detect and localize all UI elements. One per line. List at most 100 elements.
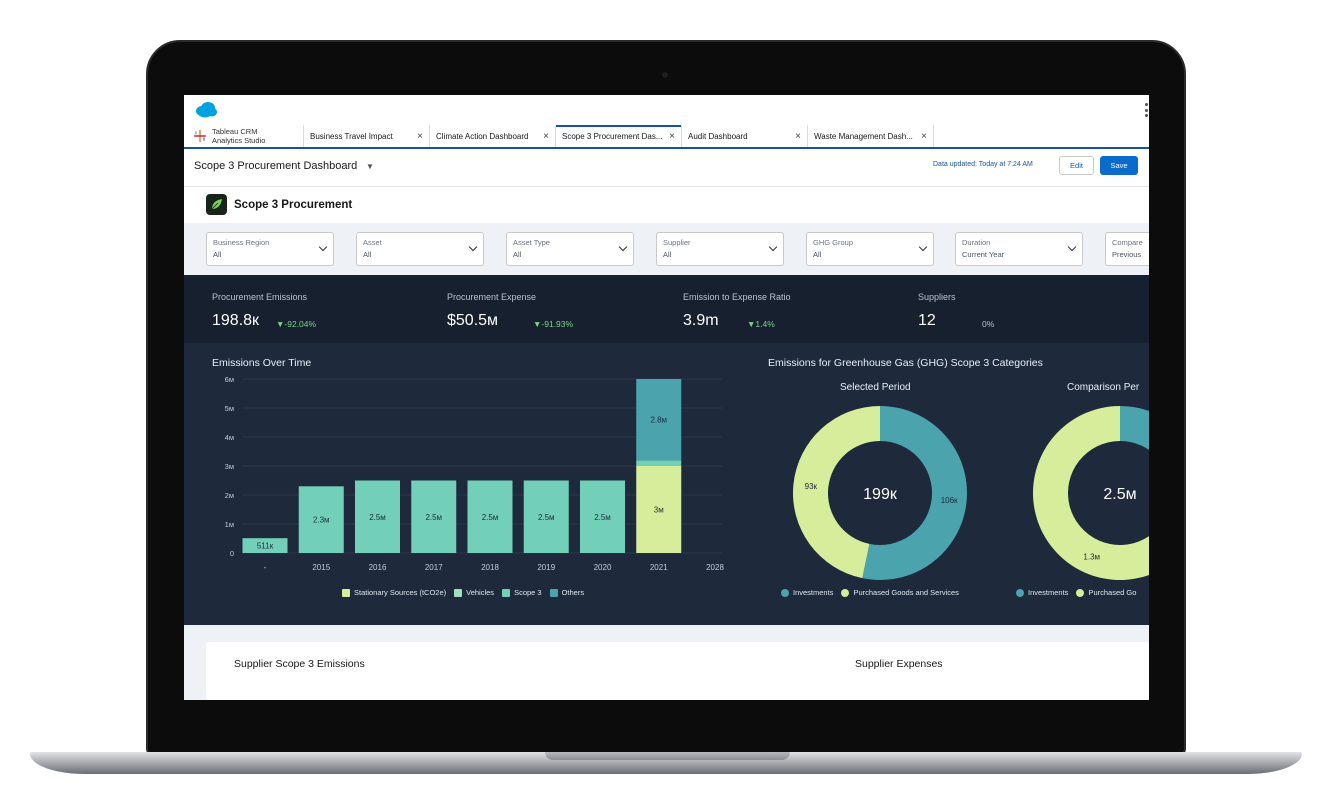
filter-value: All [213, 250, 222, 259]
bar-chart-legend: Stationary Sources (tCO2e) Vehicles Scop… [342, 588, 584, 597]
filter-label: Supplier [663, 238, 691, 247]
x-tick-label: 2028 [706, 563, 724, 572]
tab-scope3-procurement[interactable]: Scope 3 Procurement Das... × [556, 125, 682, 147]
edit-button[interactable]: Edit [1059, 156, 1094, 175]
filter-value: All [813, 250, 822, 259]
legend-label: Investments [793, 588, 834, 597]
donut2-legend: Investments Purchased Go [1016, 588, 1136, 597]
bar-data-label: 511к [257, 542, 274, 551]
legend-label: Scope 3 [514, 588, 542, 597]
save-button[interactable]: Save [1100, 156, 1138, 175]
donut-slice[interactable] [1120, 406, 1149, 458]
chevron-down-icon [1067, 242, 1077, 252]
bar-segment[interactable] [242, 538, 288, 553]
kpi-strip: Procurement Emissions 198.8к ▼-92.04% Pr… [184, 275, 1149, 343]
tab-label: Audit Dashboard [688, 131, 748, 141]
close-icon[interactable]: × [921, 131, 927, 142]
kpi-delta: ▼-92.04% [276, 319, 317, 329]
x-tick-label: 2018 [481, 563, 499, 572]
filter-compare[interactable]: Compare Previous [1105, 232, 1149, 266]
kpi-procurement-expense[interactable]: Procurement Expense $50.5м ▼-91.93% [447, 292, 573, 329]
screen: Tableau CRM Analytics Studio Business Tr… [184, 95, 1149, 700]
tab-climate-action[interactable]: Climate Action Dashboard × [430, 125, 556, 147]
bar-segment[interactable] [298, 486, 344, 553]
bar-data-label: 2.5м [425, 513, 442, 522]
chevron-down-icon [918, 242, 928, 252]
bar-data-label: 2.5м [538, 513, 555, 522]
legend-label: Vehicles [466, 588, 495, 597]
legend-item-investments[interactable]: Investments [1016, 588, 1068, 597]
y-tick-label: 3м [225, 462, 234, 471]
legend-swatch [342, 588, 350, 597]
tab-audit[interactable]: Audit Dashboard × [682, 125, 808, 147]
more-options-icon[interactable] [1145, 103, 1149, 117]
kpi-delta: 0% [982, 319, 995, 329]
y-tick-label: 4м [225, 433, 234, 442]
donut-slice[interactable] [793, 406, 880, 579]
chevron-down-icon [468, 242, 478, 252]
supplier-expenses-title: Supplier Expenses [855, 658, 943, 670]
legend-swatch [549, 588, 558, 597]
tab-waste-management[interactable]: Waste Management Dash... × [808, 125, 934, 147]
dashboard-title[interactable]: Scope 3 Procurement Dashboard [194, 160, 358, 172]
donut-slice[interactable] [862, 406, 967, 580]
filter-business-region[interactable]: Business Region All [206, 232, 334, 266]
filter-asset[interactable]: Asset All [356, 232, 484, 266]
salesforce-cloud-icon[interactable] [194, 101, 218, 119]
donut-selected-period: 106к 93к 199к [793, 406, 967, 580]
kpi-procurement-emissions[interactable]: Procurement Emissions 198.8к ▼-92.04% [212, 292, 316, 329]
bar-data-label: 2.5м [594, 513, 611, 522]
bar-segment[interactable] [636, 460, 682, 466]
filter-bar: Business Region All Asset All Asset Type… [184, 223, 1149, 275]
kpi-suppliers[interactable]: Suppliers 12 0% [918, 292, 994, 329]
legend-item-scope3[interactable]: Scope 3 [502, 588, 542, 597]
bar-segment[interactable] [467, 480, 513, 554]
x-tick-label: 2015 [312, 563, 330, 572]
filter-ghg-group[interactable]: GHG Group All [806, 232, 934, 266]
slice-label: 93к [805, 482, 818, 491]
legend-item-others[interactable]: Others [549, 588, 584, 597]
laptop-notch [545, 752, 790, 760]
bar-data-label: 2.5м [369, 513, 386, 522]
bar-segment[interactable] [355, 480, 400, 554]
tab-label: Waste Management Dash... [814, 131, 913, 141]
filter-value: Current Year [962, 250, 1005, 259]
x-tick-label: 2021 [650, 563, 668, 572]
filter-supplier[interactable]: Supplier All [656, 232, 784, 266]
legend-item-purchased[interactable]: Purchased Go [1076, 588, 1136, 597]
kpi-value: 198.8к [212, 312, 260, 329]
filter-value: All [513, 250, 522, 259]
bar-segment[interactable] [523, 480, 569, 554]
y-tick-label: 0 [230, 549, 234, 558]
bar-segment[interactable] [636, 379, 682, 461]
filter-value: All [663, 250, 672, 259]
close-icon[interactable]: × [543, 131, 549, 142]
bar-segment[interactable] [580, 480, 625, 554]
filter-asset-type[interactable]: Asset Type All [506, 232, 634, 266]
close-icon[interactable]: × [795, 131, 801, 142]
kpi-emission-expense-ratio[interactable]: Emission to Expense Ratio 3.9m ▼1.4% [683, 292, 791, 329]
filter-label: GHG Group [813, 238, 854, 247]
legend-item-vehicles[interactable]: Vehicles [454, 588, 494, 597]
close-icon[interactable]: × [669, 131, 675, 142]
bar-segment[interactable] [411, 480, 457, 554]
emissions-over-time-chart: 0 1м 2м 3м 4м 5м 6м - 2015 2016 2017 2018 2019 2020 20… [225, 375, 725, 572]
tab-business-travel[interactable]: Business Travel Impact × [304, 125, 430, 147]
supplier-emissions-title: Supplier Scope 3 Emissions [234, 658, 365, 670]
donut-slice[interactable] [1033, 406, 1149, 580]
bar-segment[interactable] [636, 466, 682, 553]
filter-duration[interactable]: Duration Current Year [955, 232, 1083, 266]
legend-swatch [454, 588, 463, 597]
legend-item-purchased[interactable]: Purchased Goods and Services [841, 588, 959, 597]
filter-label: Asset [363, 238, 382, 247]
y-tick-label: 6м [225, 375, 234, 384]
chevron-down-icon[interactable]: ▼ [366, 162, 374, 171]
legend-item-stationary[interactable]: Stationary Sources (tCO2e) [342, 588, 446, 597]
legend-item-investments[interactable]: Investments [781, 588, 833, 597]
global-header [184, 95, 1149, 125]
laptop-base [30, 752, 1302, 774]
close-icon[interactable]: × [417, 131, 423, 142]
analytics-panel: Procurement Emissions 198.8к ▼-92.04% Pr… [184, 275, 1149, 625]
donut-subtitle-selected: Selected Period [840, 382, 911, 393]
app-launcher[interactable]: Tableau CRM Analytics Studio [184, 125, 304, 147]
